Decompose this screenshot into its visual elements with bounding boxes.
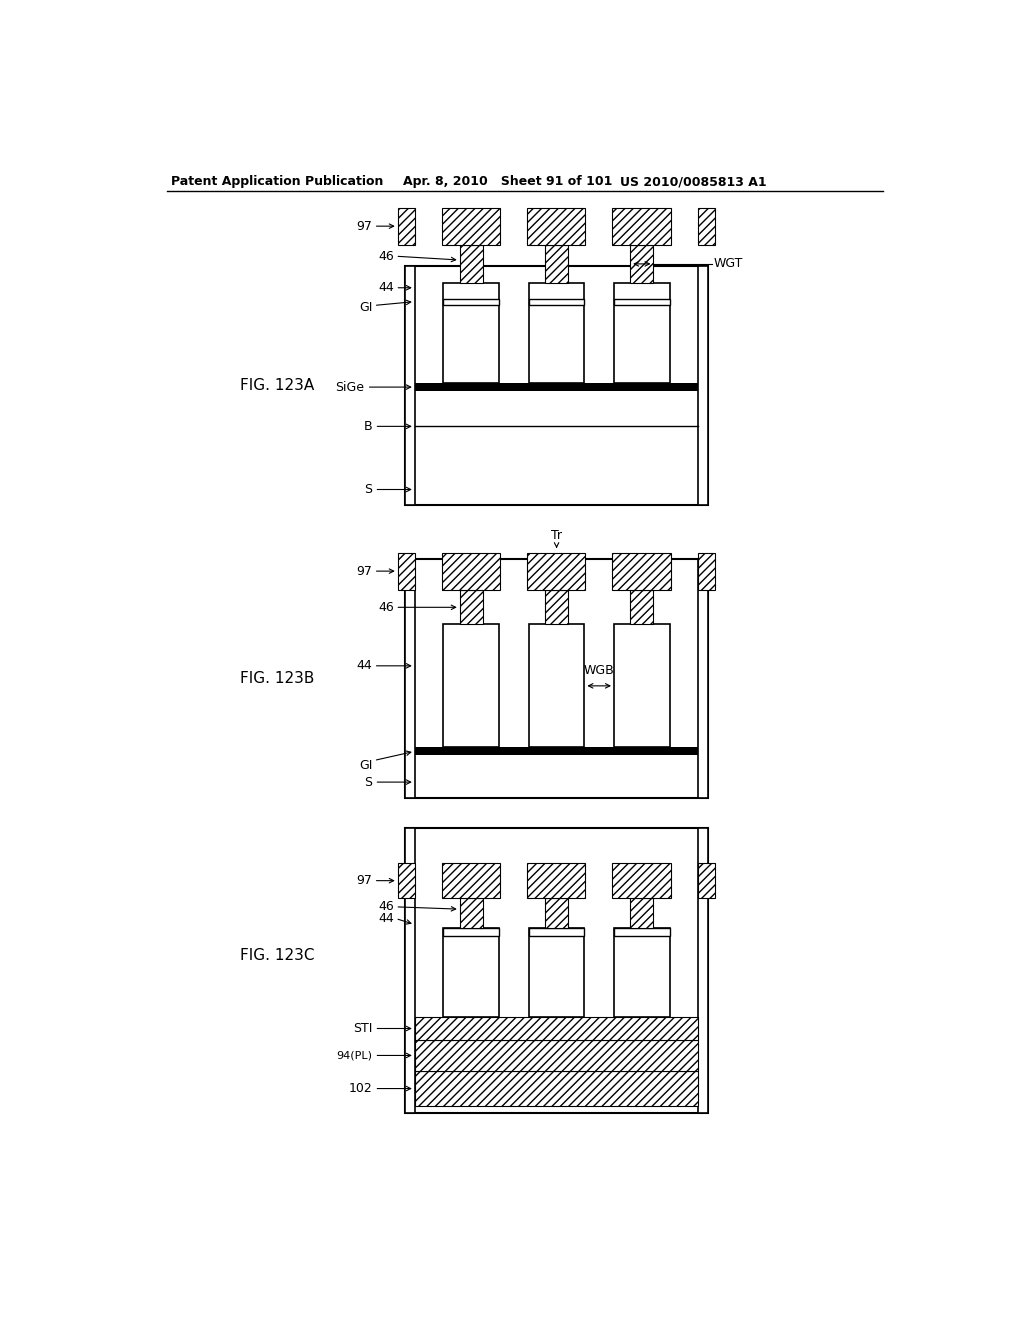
Bar <box>545 898 568 928</box>
Bar <box>443 928 500 936</box>
Bar <box>406 829 708 1113</box>
Bar <box>443 928 500 1016</box>
Bar <box>406 558 708 797</box>
Text: Apr. 8, 2010   Sheet 91 of 101: Apr. 8, 2010 Sheet 91 of 101 <box>403 176 612 187</box>
Bar <box>443 284 500 383</box>
Bar <box>397 553 415 590</box>
Bar <box>614 284 670 383</box>
Text: 97: 97 <box>356 219 372 232</box>
Text: S: S <box>365 483 372 496</box>
Bar <box>698 829 708 1113</box>
Bar <box>528 928 585 936</box>
Text: 46: 46 <box>378 249 394 263</box>
Bar <box>698 863 716 898</box>
Bar <box>614 928 670 936</box>
Bar <box>614 298 670 305</box>
Bar <box>612 553 671 590</box>
Text: 102: 102 <box>348 1082 372 1096</box>
Bar <box>630 898 653 928</box>
Bar <box>630 590 653 624</box>
Bar <box>442 207 500 244</box>
Bar <box>630 244 653 284</box>
Text: SiGe: SiGe <box>336 380 365 393</box>
Text: 94(PL): 94(PL) <box>336 1051 372 1060</box>
Bar <box>527 553 586 590</box>
Text: B: B <box>364 420 372 433</box>
Bar <box>614 928 670 1016</box>
Bar <box>397 207 415 244</box>
Bar <box>528 928 585 1016</box>
Text: Tr: Tr <box>551 529 562 543</box>
Bar <box>406 267 708 506</box>
Text: 44: 44 <box>378 912 394 925</box>
Bar <box>528 298 585 305</box>
Text: GI: GI <box>358 301 372 314</box>
Text: Patent Application Publication: Patent Application Publication <box>171 176 383 187</box>
Text: 46: 46 <box>378 601 394 614</box>
Bar <box>460 590 483 624</box>
Bar <box>460 244 483 284</box>
Bar <box>415 383 698 391</box>
Bar <box>443 298 500 305</box>
Text: FIG. 123A: FIG. 123A <box>241 378 314 393</box>
Text: GI: GI <box>358 759 372 772</box>
Bar <box>442 553 500 590</box>
Bar <box>612 207 671 244</box>
Bar <box>545 590 568 624</box>
Bar <box>698 558 708 797</box>
Text: FIG. 123C: FIG. 123C <box>241 948 314 962</box>
Bar <box>406 267 415 506</box>
Bar <box>528 624 585 747</box>
Text: WGT: WGT <box>714 257 743 271</box>
Bar <box>698 267 708 506</box>
Bar <box>528 284 585 383</box>
Text: STI: STI <box>352 1022 372 1035</box>
Text: S: S <box>365 776 372 788</box>
Bar <box>527 863 586 898</box>
Text: 46: 46 <box>378 900 394 913</box>
Bar <box>406 558 415 797</box>
Text: 97: 97 <box>356 874 372 887</box>
Text: 44: 44 <box>356 659 372 672</box>
Text: FIG. 123B: FIG. 123B <box>241 671 314 685</box>
Bar <box>415 1040 698 1071</box>
Text: WGB: WGB <box>584 664 614 677</box>
Bar <box>443 624 500 747</box>
Bar <box>612 863 671 898</box>
Text: 97: 97 <box>356 565 372 578</box>
Bar <box>415 747 698 755</box>
Bar <box>442 863 500 898</box>
Bar <box>460 898 483 928</box>
Bar <box>527 207 586 244</box>
Text: US 2010/0085813 A1: US 2010/0085813 A1 <box>621 176 767 187</box>
Bar <box>698 207 716 244</box>
Bar <box>397 863 415 898</box>
Text: 44: 44 <box>378 281 394 294</box>
Bar <box>698 553 716 590</box>
Bar <box>415 1016 698 1040</box>
Bar <box>415 1071 698 1106</box>
Bar <box>406 829 415 1113</box>
Bar <box>545 244 568 284</box>
Bar <box>614 624 670 747</box>
